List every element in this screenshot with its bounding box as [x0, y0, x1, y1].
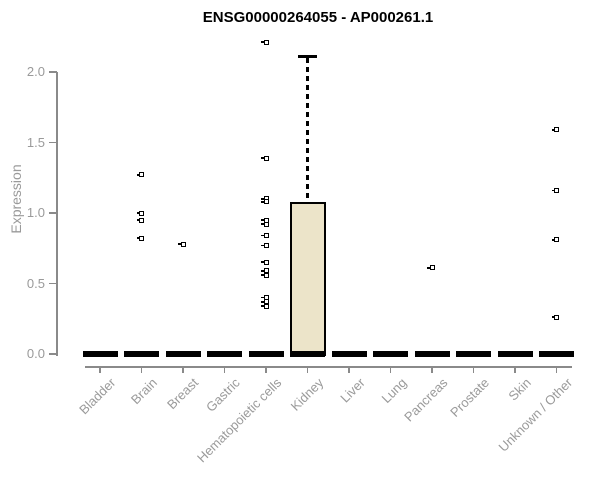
zero-median-bar: [290, 350, 325, 357]
x-tick: [140, 366, 143, 373]
chart-title: ENSG00000264055 - AP000261.1: [202, 9, 434, 26]
zero-median-bar: [497, 350, 533, 357]
data-point: [261, 39, 269, 45]
whisker-line: [306, 58, 309, 204]
x-tick-label: Unknown / Other: [495, 375, 576, 455]
y-tick: [49, 71, 57, 73]
data-point: [261, 272, 269, 278]
y-tick-label: 2.0: [26, 64, 45, 79]
x-tick-label: Gastric: [203, 375, 244, 415]
x-tick: [348, 366, 350, 373]
y-tick: [49, 282, 57, 285]
x-tick: [306, 366, 309, 373]
x-tick-label: Prostate: [447, 375, 493, 420]
y-tick: [49, 141, 57, 144]
zero-median-bar: [539, 350, 574, 357]
data-point: [136, 217, 144, 223]
zero-median-bar: [456, 350, 491, 357]
x-tick: [431, 366, 433, 373]
y-tick-label: 0.0: [26, 346, 45, 361]
data-point: [261, 303, 269, 309]
y-tick: [49, 353, 57, 355]
x-axis-line: [84, 366, 572, 368]
data-point: [551, 237, 559, 243]
x-tick-label: Pancreas: [401, 375, 451, 425]
data-point: [136, 210, 144, 216]
x-tick: [182, 366, 184, 373]
data-point: [178, 241, 186, 247]
data-point: [136, 172, 144, 178]
zero-median-bar: [207, 350, 242, 357]
zero-median-bar: [331, 350, 367, 357]
zero-median-bar: [124, 350, 159, 357]
box-body: [289, 202, 326, 356]
zero-median-bar: [82, 350, 118, 357]
y-tick-label: 0.5: [26, 275, 45, 291]
x-tick: [265, 366, 267, 373]
x-tick-label: Lung: [378, 375, 410, 407]
data-point: [551, 127, 559, 133]
data-point: [551, 187, 559, 193]
data-point: [261, 199, 269, 205]
y-tick-label: 1.5: [26, 134, 45, 150]
zero-median-bar: [414, 350, 450, 357]
zero-median-bar: [248, 350, 284, 357]
y-tick: [49, 212, 57, 214]
x-tick: [389, 366, 392, 373]
x-tick: [514, 366, 516, 373]
data-point: [261, 155, 269, 161]
data-point: [261, 233, 269, 239]
zero-median-bar: [373, 350, 408, 357]
data-point: [261, 221, 269, 227]
data-point: [261, 242, 269, 248]
zero-median-bar: [165, 350, 201, 357]
x-tick-label: Bladder: [76, 375, 119, 418]
x-tick-label: Liver: [337, 375, 368, 406]
whisker-cap: [298, 55, 317, 58]
x-tick-label: Skin: [505, 375, 534, 404]
data-point: [261, 259, 269, 265]
x-tick: [99, 366, 101, 373]
x-tick: [555, 366, 558, 373]
x-tick: [223, 366, 226, 373]
y-axis-line: [56, 72, 58, 356]
x-tick: [472, 366, 475, 373]
data-point: [551, 314, 559, 320]
data-point: [136, 235, 144, 241]
data-point: [427, 265, 435, 271]
x-tick-label: Brain: [128, 375, 161, 408]
x-tick-label: Breast: [164, 375, 202, 413]
x-tick-label: Kidney: [287, 375, 327, 414]
y-tick-label: 1.0: [26, 205, 45, 220]
